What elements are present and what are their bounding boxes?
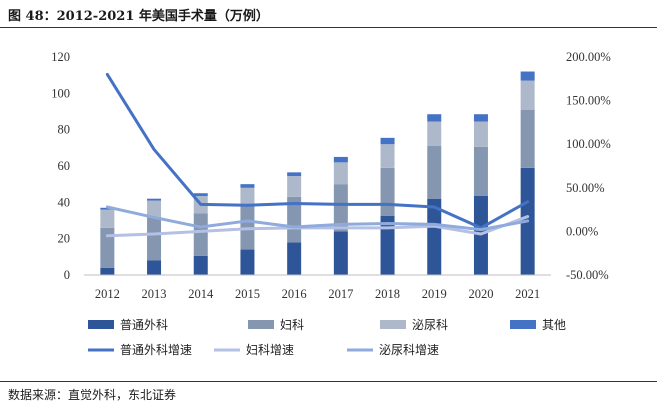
bar-segment [240,249,255,275]
bar-segment [427,146,442,199]
source-note: 数据来源：直觉外科，东北证券 [8,388,177,402]
bar-segment [380,167,395,216]
x-tick-label: 2016 [282,287,307,301]
y-right-tick-label: 0.00% [566,224,598,238]
y-right-tick-label: 200.00% [566,50,611,64]
x-tick-label: 2019 [422,287,447,301]
bar-segment [193,193,208,196]
bar-segment [287,242,302,275]
bar-segment [333,162,348,185]
bar-segment [380,137,395,145]
x-tick-label: 2015 [235,287,260,301]
bar-segment [427,114,442,122]
bar-segment [473,121,488,147]
bar-segment [193,255,208,275]
bar-segment [427,198,442,275]
bar-segment [100,209,115,228]
y-right-tick-label: -50.00% [566,268,609,282]
legend-label: 泌尿科增速 [379,343,439,357]
legend-label: 妇科增速 [246,343,294,357]
legend-label: 其他 [542,318,566,332]
bar-segment [147,198,162,201]
bar-segment [147,200,162,217]
growth-line [105,205,530,232]
legend-swatch [248,320,274,329]
legend-label: 妇科 [280,318,304,332]
legend-swatch [380,320,406,329]
y-left-tick-label: 100 [51,86,70,100]
bar-segment [100,207,115,210]
bar-segment [473,146,488,196]
bar-segment [287,172,302,176]
bar-segment [427,121,442,147]
bar-segment [333,184,348,232]
bar-segment [333,156,348,163]
y-right-tick-label: 100.00% [566,137,611,151]
x-tick-label: 2017 [328,287,353,301]
y-left-tick-label: 40 [58,195,71,209]
bar-segment [100,267,115,275]
x-tick-label: 2014 [188,287,214,301]
legend-swatch [510,320,536,329]
figure-title-bar: 图 48：2012-2021 年美国手术量（万例） [0,0,657,27]
y-left-tick-label: 60 [58,159,71,173]
y-right-tick-label: 50.00% [566,181,605,195]
stacked-bar-line-chart: 0 20 40 60 80 100 120 -50.00% 0.00% 50.00% 100.00%… [51,50,611,357]
y-left-tick-label: 120 [51,50,70,64]
bar-segment [520,71,535,81]
bar-segment [147,260,162,275]
bar-segment [287,196,302,243]
bar-segment [380,215,395,275]
legend-label: 普通外科 [120,318,168,332]
x-tick-label: 2012 [95,287,120,301]
bar-segment [520,80,535,110]
bar-segment [287,175,302,197]
legend-label: 泌尿科 [412,318,448,332]
x-tick-label: 2020 [468,287,493,301]
x-tick-label: 2021 [515,287,540,301]
source-divider [0,381,657,382]
bar-segment [380,144,395,168]
bar-segment [193,213,208,256]
y-left-tick-label: 0 [64,268,70,282]
y-right-tick-label: 150.00% [566,94,611,108]
bar-segment [240,184,255,188]
x-tick-label: 2018 [375,287,400,301]
growth-line [105,215,530,238]
title-divider [0,27,657,28]
growth-line [105,72,530,230]
y-left-tick-label: 20 [58,232,71,246]
legend-swatch [88,320,114,329]
bar-segment [147,216,162,261]
bar-segment [100,227,115,268]
figure-title: 图 48：2012-2021 年美国手术量（万例） [8,9,269,24]
bar-segment [520,109,535,168]
bar-segment [333,231,348,275]
bar-segment [240,187,255,206]
bar-segment [473,114,488,122]
legend-label: 普通外科增速 [120,343,192,357]
y-left-tick-label: 80 [58,123,71,137]
x-tick-label: 2013 [142,287,167,301]
